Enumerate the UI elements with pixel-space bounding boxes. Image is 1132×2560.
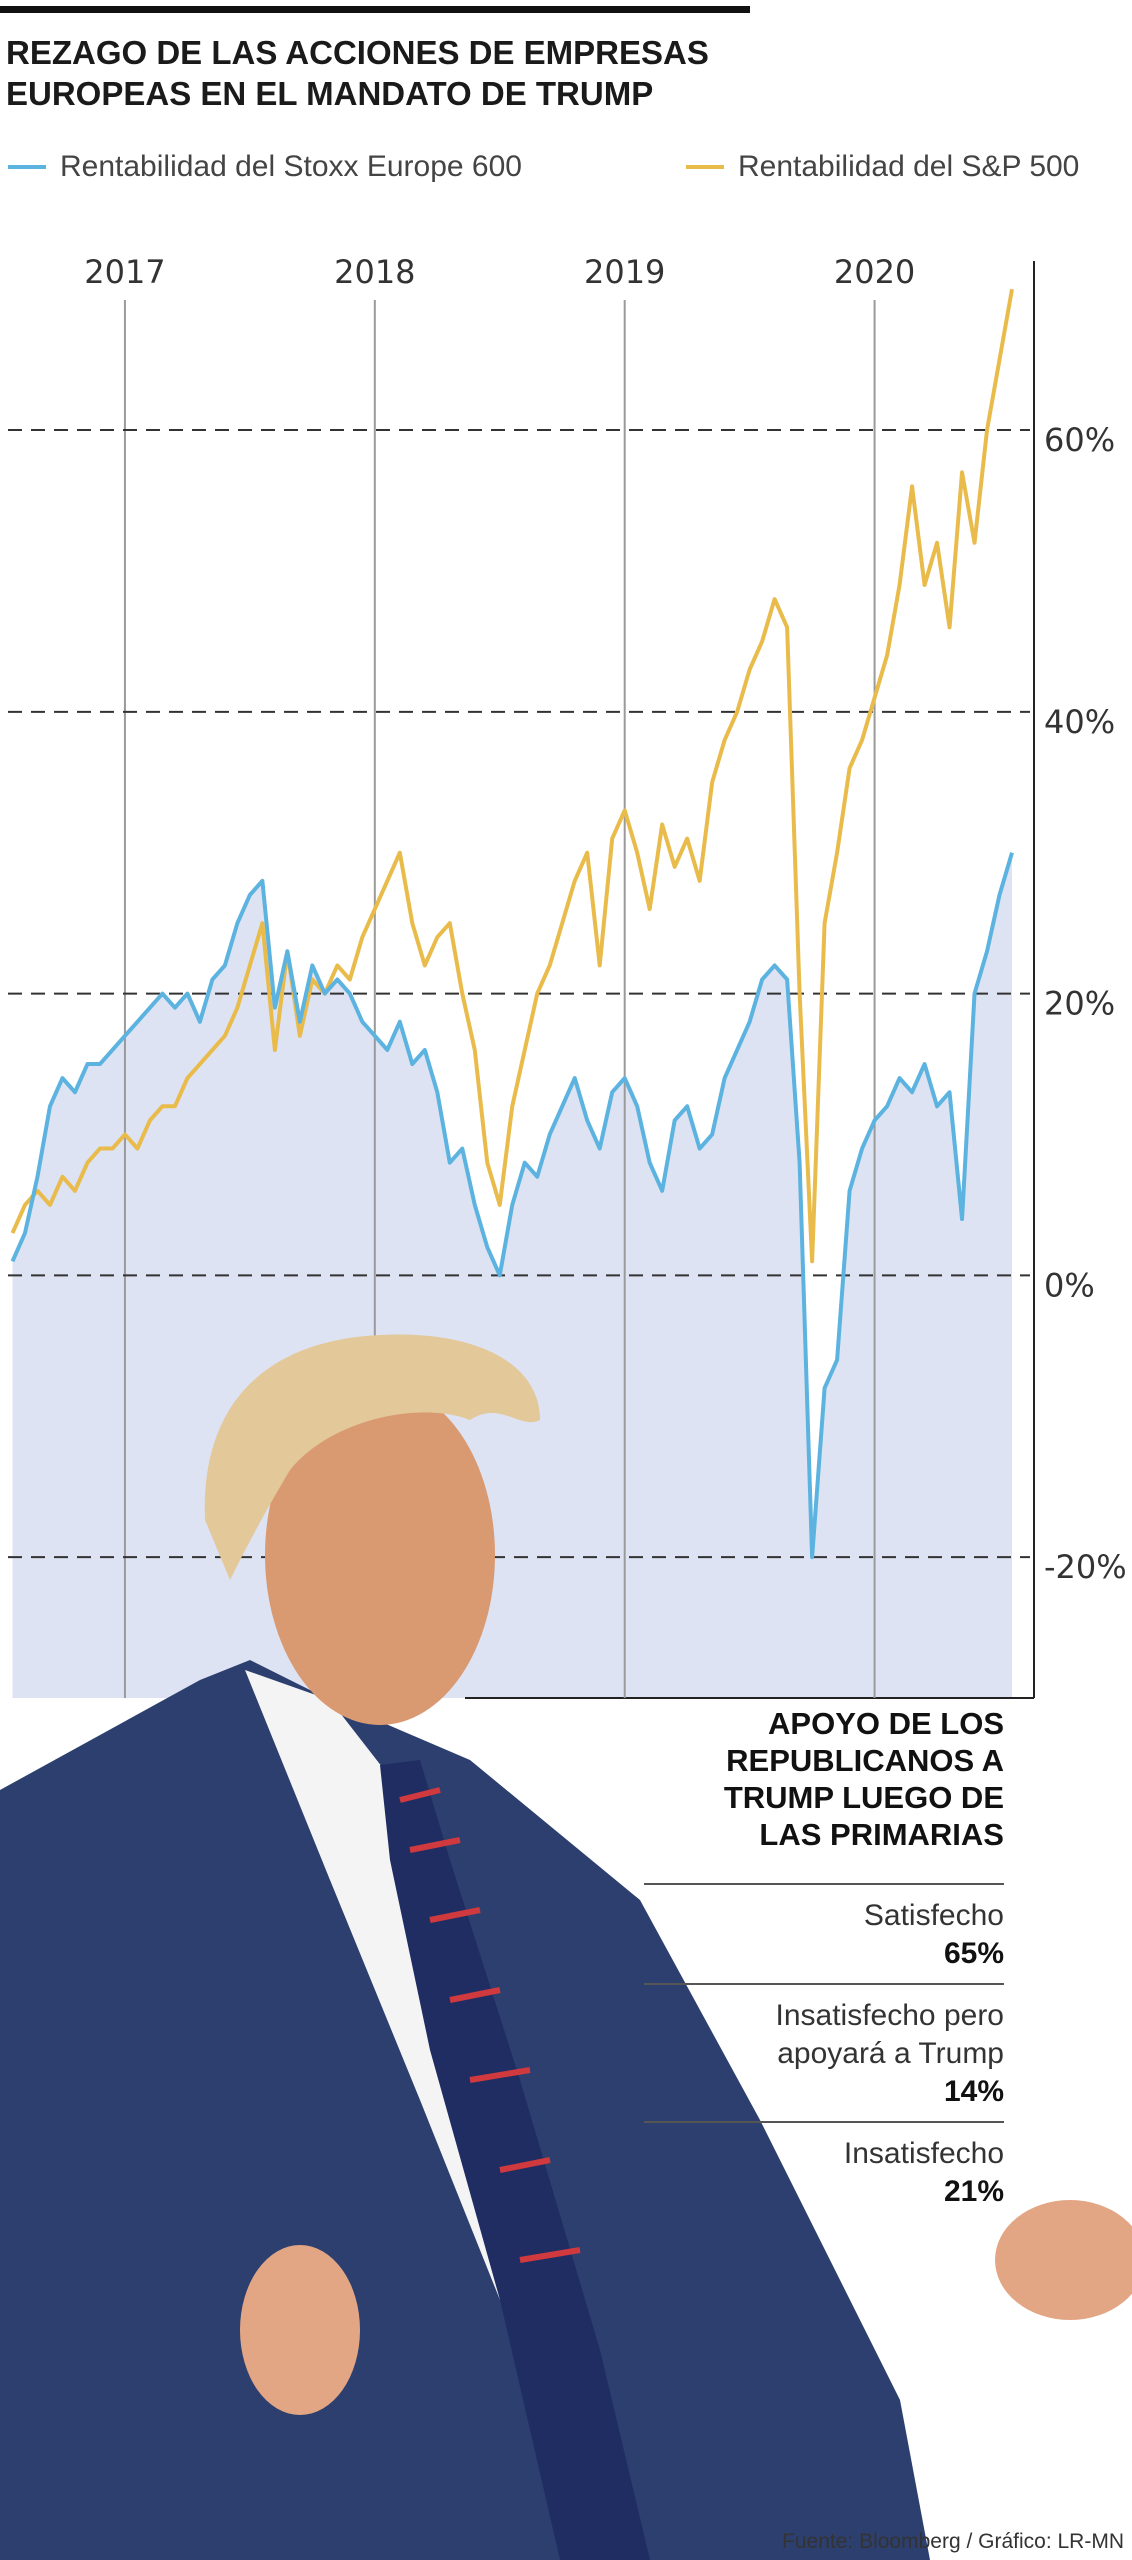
x-tick-label: 2018 (334, 253, 415, 291)
survey-item: Satisfecho 65% (644, 1883, 1004, 1983)
panel-title: APOYO DE LOS REPUBLICANOS A TRUMP LUEGO … (723, 1706, 1004, 1852)
hand-left (240, 2245, 360, 2415)
chart-title: REZAGO DE LAS ACCIONES DE EMPRESAS EUROP… (6, 34, 709, 112)
front-layer: 2017 2018 2019 2020 -20% 0% 20% 40% 60% (10, 253, 1127, 1586)
y-tick-label: 60% (1044, 421, 1115, 459)
series-line (10, 852, 1014, 1560)
y-tick-label: 40% (1044, 703, 1115, 741)
x-tick-label: 2017 (84, 253, 165, 291)
item-value: 65% (943, 1937, 1004, 1970)
tie (380, 1760, 650, 2560)
legend-label: Rentabilidad del Stoxx Europe 600 (60, 150, 522, 183)
tie-stripes (399, 1787, 581, 2263)
x-tick-label: 2020 (834, 253, 915, 291)
hand-right (995, 2200, 1132, 2320)
y-tick-label: -20% (1044, 1548, 1127, 1586)
source: Fuente: Bloomberg / Gráfico: LR-MN (782, 2530, 1124, 2553)
survey-panel: APOYO DE LOS REPUBLICANOS A TRUMP LUEGO … (644, 1705, 1004, 2221)
item-label: Satisfecho (863, 1899, 1004, 1932)
back-layer (8, 261, 1035, 1699)
y-tick-label: 0% (1044, 1266, 1095, 1304)
legend-item: Rentabilidad del S&P 500 (686, 150, 1079, 184)
hair (204, 1334, 540, 1580)
survey-item: Insatisfecho pero apoyará a Trump 14% (644, 1983, 1004, 2121)
survey-item: Insatisfecho 21% (644, 2121, 1004, 2221)
top-bar (0, 6, 750, 13)
item-value: 14% (943, 2075, 1004, 2108)
item-label: Insatisfecho pero apoyará a Trump (775, 1999, 1004, 2070)
legend-swatch (686, 165, 724, 169)
face (265, 1385, 495, 1725)
y-tick-label: 20% (1044, 985, 1115, 1023)
series-line (10, 288, 1014, 1264)
x-tick-label: 2019 (584, 253, 665, 291)
legend-item: Rentabilidad del Stoxx Europe 600 (8, 150, 522, 184)
legend-label: Rentabilidad del S&P 500 (738, 150, 1080, 183)
item-value: 21% (943, 2175, 1004, 2208)
photo (0, 1334, 1132, 2560)
item-label: Insatisfecho (843, 2137, 1004, 2170)
legend-swatch (8, 165, 46, 169)
